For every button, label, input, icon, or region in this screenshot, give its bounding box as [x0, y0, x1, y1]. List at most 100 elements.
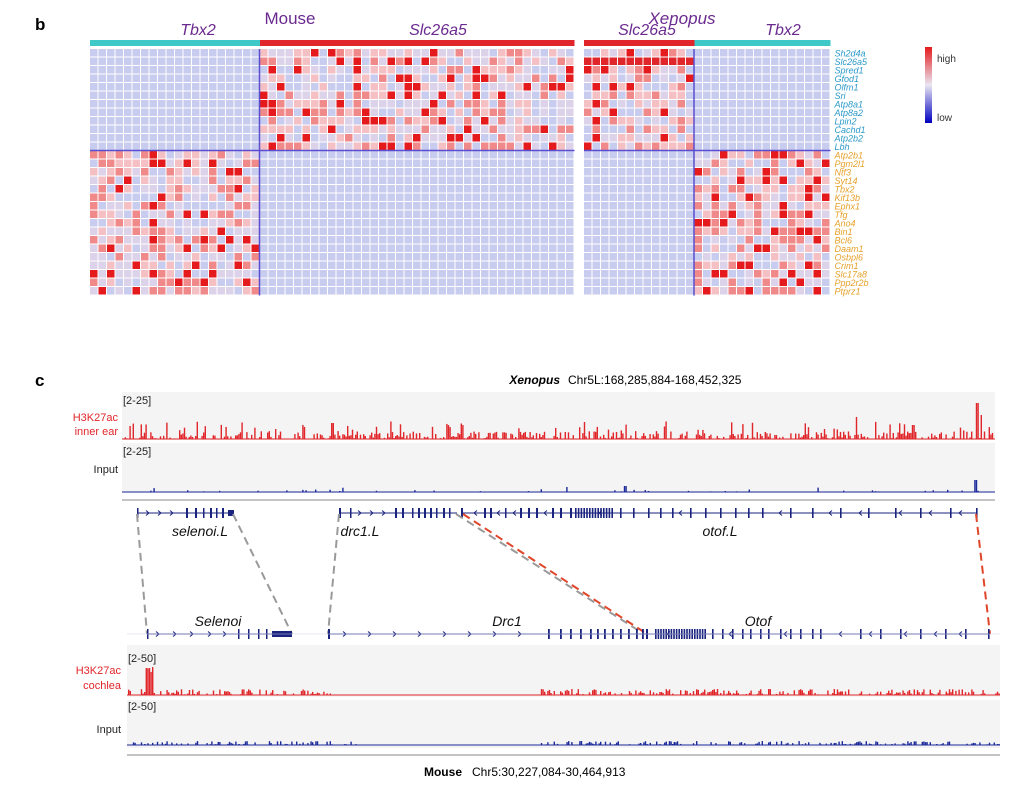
signal-bar: [731, 422, 733, 439]
heatmap-cell: [592, 159, 600, 167]
signal-bar: [579, 427, 581, 439]
signal-bar: [839, 431, 842, 439]
heatmap-cell: [643, 193, 651, 201]
heatmap-cell: [430, 270, 438, 278]
heatmap-cell: [158, 83, 166, 91]
heatmap-cell: [413, 236, 421, 244]
heatmap-cell: [141, 66, 149, 74]
heatmap-cell: [251, 49, 259, 57]
heatmap-cell: [413, 287, 421, 295]
heatmap-cell: [566, 236, 574, 244]
heatmap-cell: [728, 83, 736, 91]
exon: [840, 508, 842, 518]
heatmap-cell: [379, 108, 387, 116]
exon: [748, 508, 750, 518]
heatmap-cell: [796, 210, 804, 218]
signal-bar: [492, 433, 494, 439]
signal-bar: [892, 432, 894, 439]
signal-bar: [443, 437, 445, 439]
signal-bar: [577, 689, 579, 695]
heatmap-cell: [319, 100, 327, 108]
heatmap-cell: [626, 227, 634, 235]
heatmap-cell: [209, 83, 217, 91]
signal-bar: [971, 689, 973, 695]
heatmap-cell: [455, 236, 463, 244]
heatmap-cell: [447, 261, 455, 269]
signal-bar: [187, 693, 189, 695]
heatmap-cell: [805, 57, 813, 65]
heatmap-cell: [481, 261, 489, 269]
heatmap-cell: [566, 287, 574, 295]
heatmap-cell: [447, 151, 455, 159]
heatmap-cell: [362, 236, 370, 244]
heatmap-cell: [566, 253, 574, 261]
heatmap-cell: [217, 57, 225, 65]
heatmap-cell: [737, 117, 745, 125]
heatmap-cell: [209, 108, 217, 116]
signal-bar: [947, 741, 949, 745]
heatmap-cell: [311, 236, 319, 244]
heatmap-cell: [158, 270, 166, 278]
heatmap-cell: [243, 270, 251, 278]
heatmap-cell: [124, 253, 132, 261]
heatmap-cell: [788, 57, 796, 65]
signal-bar: [223, 436, 226, 439]
exon: [597, 508, 599, 518]
heatmap-cell: [652, 142, 660, 150]
heatmap-cell: [345, 159, 353, 167]
heatmap-cell: [506, 142, 514, 150]
heatmap-cell: [584, 227, 592, 235]
heatmap-cell: [141, 159, 149, 167]
heatmap-cell: [387, 83, 395, 91]
heatmap-cell: [711, 159, 719, 167]
heatmap-cell: [158, 100, 166, 108]
heatmap-cell: [686, 193, 694, 201]
signal-bar: [855, 417, 858, 439]
heatmap-cell: [362, 134, 370, 142]
heatmap-cell: [379, 202, 387, 210]
heatmap-cell: [523, 236, 531, 244]
heatmap-cell: [745, 74, 753, 82]
heatmap-cell: [489, 74, 497, 82]
heatmap-cell: [396, 168, 404, 176]
heatmap-cell: [464, 168, 472, 176]
signal-bar: [828, 744, 831, 745]
heatmap-cell: [643, 176, 651, 184]
heatmap-cell: [166, 142, 174, 150]
signal-bar: [680, 743, 682, 745]
gene-label: Slc26a5: [835, 57, 869, 67]
heatmap-cell: [472, 270, 480, 278]
heatmap-cell: [660, 83, 668, 91]
heatmap-cell: [677, 278, 685, 286]
heatmap-cell: [370, 193, 378, 201]
signal-bar: [451, 436, 453, 439]
heatmap-cell: [694, 83, 702, 91]
exon: [222, 508, 224, 518]
heatmap-cell: [601, 287, 609, 295]
signal-bar: [929, 689, 931, 695]
heatmap-cell: [498, 219, 506, 227]
heatmap-cell: [592, 193, 600, 201]
signal-bar: [415, 433, 418, 439]
heatmap-cell: [302, 253, 310, 261]
heatmap-cell: [421, 278, 429, 286]
signal-bar: [454, 436, 456, 439]
heatmap-cell: [370, 210, 378, 218]
signal-bar: [686, 690, 688, 695]
signal-bar: [644, 490, 646, 492]
exon: [560, 508, 562, 518]
signal-bar: [889, 424, 891, 439]
heatmap-cell: [396, 66, 404, 74]
heatmap-cell: [379, 100, 387, 108]
heatmap-cell: [464, 134, 472, 142]
heatmap-cell: [268, 270, 276, 278]
heatmap-cell: [217, 287, 225, 295]
heatmap-cell: [379, 244, 387, 252]
heatmap-cell: [762, 176, 770, 184]
signal-bar: [433, 490, 435, 492]
heatmap-cell: [506, 185, 514, 193]
heatmap-cell: [669, 261, 677, 269]
heatmap-cell: [472, 125, 480, 133]
heatmap-cell: [294, 236, 302, 244]
heatmap-cell: [635, 227, 643, 235]
